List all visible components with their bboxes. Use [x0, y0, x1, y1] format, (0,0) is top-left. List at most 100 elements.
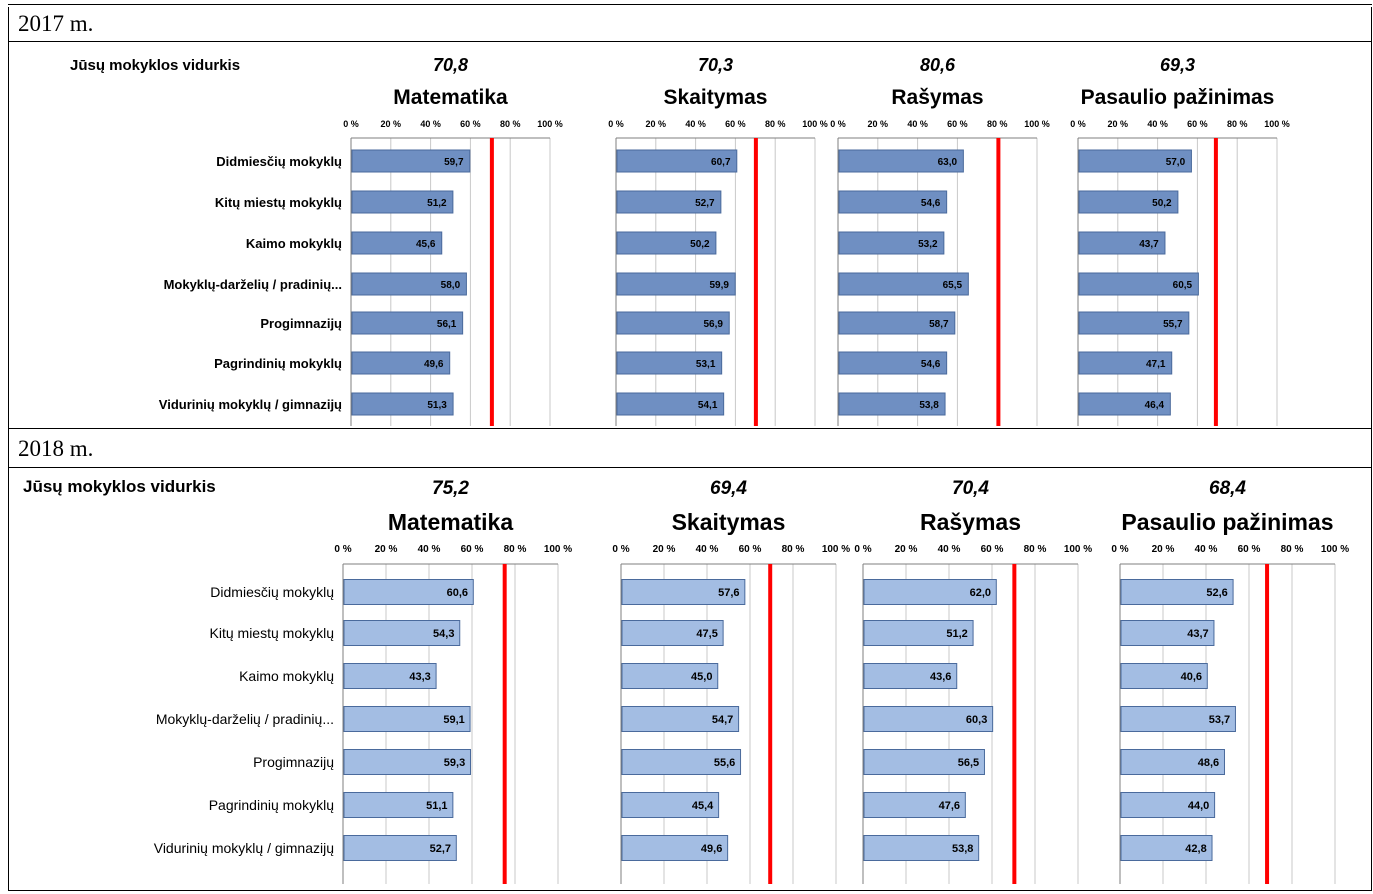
table-frame [8, 7, 1372, 891]
bar-value-label: 45,6 [416, 239, 436, 250]
tick-label: 60 % [1187, 119, 1208, 129]
tick-label: 80 % [782, 544, 805, 555]
bar [343, 579, 474, 605]
bar-value-label: 44,0 [1188, 800, 1209, 812]
tick-label: 40 % [418, 544, 441, 555]
bar-value-label: 54,6 [921, 359, 941, 370]
bar-value-label: 53,8 [952, 843, 973, 855]
bar-value-label: 57,0 [1166, 157, 1186, 168]
tick-label: 40 % [696, 544, 719, 555]
bar-value-label: 40,6 [1181, 671, 1202, 683]
bar [1120, 749, 1225, 775]
bar [351, 351, 451, 375]
bar-value-label: 50,2 [1152, 198, 1172, 209]
bar-value-label: 47,5 [696, 628, 717, 640]
tick-label: 0 % [1070, 119, 1086, 129]
bar-value-label: 58,0 [441, 280, 461, 291]
tick-label: 40 % [1195, 544, 1218, 555]
header-divider-2018 [8, 467, 1372, 468]
bar [838, 272, 969, 296]
school-average-value: 70,3 [698, 55, 733, 75]
bar [1120, 663, 1208, 689]
tick-label: 40 % [907, 119, 928, 129]
bar-value-label: 62,0 [970, 587, 991, 599]
bar [351, 311, 464, 335]
tick-label: 80 % [1281, 544, 1304, 555]
tick-label: 20 % [1152, 544, 1175, 555]
bar-value-label: 65,5 [943, 280, 963, 291]
tick-label: 100 % [822, 544, 850, 555]
school-average-value: 69,3 [1160, 55, 1195, 75]
bar-value-label: 43,7 [1139, 239, 1159, 250]
school-average-value: 75,2 [432, 478, 469, 499]
bar [838, 392, 946, 416]
bar-value-label: 52,7 [430, 843, 451, 855]
tick-label: 60 % [1238, 544, 1261, 555]
bar [863, 579, 997, 605]
bar [863, 835, 980, 861]
category-label: Kitų miestų mokyklų [210, 625, 335, 641]
tick-label: 0 % [1111, 544, 1128, 555]
subject-title: Matematika [393, 86, 508, 109]
bar-value-label: 47,1 [1146, 359, 1166, 370]
school-average-value: 80,6 [920, 55, 956, 75]
bar [616, 190, 722, 214]
subject-panel-2: 80,6 Rašymas 0 % 20 % 40 % 60 % 80 % 100 % 63,0 5… [830, 55, 1050, 426]
subject-panel-3: 69,3 Pasaulio pažinimas 0 % 20 % 40 % 60 % 80 … [1070, 55, 1290, 426]
bar [621, 620, 724, 646]
tick-label: 40 % [1147, 119, 1168, 129]
bar-value-label: 56,9 [703, 319, 723, 330]
school-average-row-label: Jūsų mokyklos vidurkis [70, 57, 240, 74]
tick-label: 80 % [500, 119, 521, 129]
header-divider-2017 [8, 41, 1372, 42]
subject-panel-3: 68,4 Pasaulio pažinimas 0 % 20 % 40 % 60 % 80 … [1111, 478, 1349, 884]
bar [1078, 351, 1173, 375]
subject-title: Matematika [388, 509, 513, 535]
bar [621, 835, 729, 861]
subject-panel-2: 70,4 Rašymas 0 % 20 % 40 % 60 % 80 % 100 % 62,0 5… [854, 478, 1092, 884]
bar-value-label: 48,6 [1198, 757, 1219, 769]
bar-value-label: 43,7 [1187, 628, 1208, 640]
category-label: Mokyklų-darželių / pradinių... [156, 711, 334, 727]
tick-label: 60 % [725, 119, 746, 129]
tick-label: 40 % [685, 119, 706, 129]
bar-value-label: 60,6 [447, 587, 468, 599]
bar [621, 663, 719, 689]
bar [621, 792, 720, 818]
bar-value-label: 52,7 [695, 198, 715, 209]
tick-label: 100 % [544, 544, 572, 555]
subject-title: Pasaulio pažinimas [1081, 86, 1275, 109]
bar [351, 392, 454, 416]
tick-label: 40 % [938, 544, 961, 555]
bar-value-label: 42,8 [1185, 843, 1206, 855]
bar-value-label: 55,7 [1163, 319, 1183, 330]
subject-panel-0: 70,8 Matematika 0 % 20 % 40 % 60 % 80 % 100 % 59… [343, 55, 563, 426]
bar-value-label: 46,4 [1145, 400, 1165, 411]
bar [616, 149, 738, 173]
bar-value-label: 43,3 [409, 671, 430, 683]
bar [1120, 579, 1234, 605]
bar [863, 706, 994, 732]
tick-label: 20 % [646, 119, 667, 129]
bar [616, 231, 717, 255]
bar-value-label: 49,6 [424, 359, 444, 370]
bar-value-label: 60,3 [966, 714, 987, 726]
bar-value-label: 55,6 [714, 757, 735, 769]
year-label-2018: 2018 m. [18, 436, 94, 461]
subject-title: Rašymas [891, 86, 983, 109]
bar [351, 231, 443, 255]
bar-value-label: 58,7 [929, 319, 949, 330]
bar-value-label: 54,3 [433, 628, 454, 640]
tick-label: 0 % [854, 544, 871, 555]
bar-value-label: 57,6 [718, 587, 739, 599]
category-label: Vidurinių mokyklų / gimnazijų [159, 397, 342, 412]
bar [838, 149, 964, 173]
bar [351, 149, 471, 173]
category-label: Vidurinių mokyklų / gimnazijų [154, 840, 334, 856]
bar-value-label: 49,6 [701, 843, 722, 855]
bar [838, 231, 945, 255]
bar-value-label: 54,7 [712, 714, 733, 726]
tick-label: 80 % [1024, 544, 1047, 555]
bar [863, 749, 985, 775]
bar [838, 351, 948, 375]
